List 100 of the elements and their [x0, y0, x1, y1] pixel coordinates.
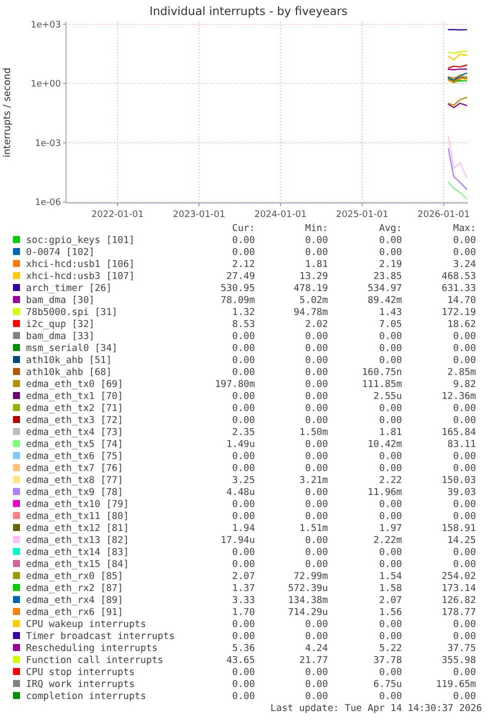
text: 0.00 [379, 559, 402, 570]
legend-label: i2c_qup [32] [26, 319, 95, 330]
text: 160.75n [362, 367, 402, 378]
text: 1.32 [232, 307, 255, 318]
text: 0.00 [305, 391, 328, 402]
text: 11.96m [368, 487, 402, 498]
text: 72.99m [294, 571, 328, 582]
legend-label: ath10k_ahb [51] [26, 355, 112, 366]
text: 0.00 [379, 331, 402, 342]
text: 1.51m [299, 523, 328, 534]
text: 1.58 [379, 583, 402, 594]
text: 0.00 [232, 559, 256, 570]
legend-label: ath10k_ahb [68] [26, 367, 112, 378]
text: 0.00 [305, 463, 328, 474]
text: 0.00 [379, 691, 402, 702]
legend-label: edma_eth_tx12 [81] [26, 523, 129, 534]
text: 0.00 [453, 403, 476, 414]
text: 3.24 [453, 259, 476, 270]
text: 165.84 [442, 427, 476, 438]
x-tick-label: 2025-01-01 [336, 210, 388, 220]
text: 0.00 [232, 631, 256, 642]
text: 0.00 [305, 511, 328, 522]
text: 0.00 [453, 667, 476, 678]
text: 0.00 [379, 247, 402, 258]
x-tick-label: 2026-01-01 [418, 210, 470, 220]
text: 111.85m [362, 379, 402, 390]
text: 6.75u [373, 679, 402, 690]
legend-label: arch_timer [26] [26, 283, 112, 294]
text: 0.00 [232, 235, 256, 246]
text: 534.97 [368, 283, 402, 294]
text: 0.00 [305, 415, 328, 426]
x-tick-label: 2022-01-01 [91, 210, 144, 220]
text: 1.49u [226, 439, 255, 450]
text: 0.00 [453, 331, 476, 342]
text: 0.00 [305, 403, 328, 414]
text: 2.85m [447, 367, 476, 378]
text: 0.00 [305, 547, 328, 558]
text: 0.00 [232, 667, 256, 678]
text: 0.00 [453, 247, 476, 258]
text: 2.35 [232, 427, 255, 438]
text: 0.00 [305, 535, 328, 546]
y-tick-label: 1e-06 [35, 198, 62, 208]
text: 0.00 [379, 415, 402, 426]
text: 0.00 [305, 559, 328, 570]
legend-label: 78b5000.spi [31] [26, 307, 118, 318]
text: Cur: [232, 223, 255, 234]
legend-label: IRQ work interrupts [26, 679, 135, 690]
legend-label: edma_eth_tx10 [79] [26, 499, 129, 510]
text: 0.00 [379, 547, 402, 558]
text: 0.00 [453, 631, 476, 642]
legend-label: edma_eth_tx11 [80] [26, 511, 129, 522]
text: 0.00 [232, 451, 256, 462]
text: 0.00 [305, 439, 328, 450]
y-tick-label: 1e+03 [30, 20, 61, 30]
text: 0.00 [305, 355, 328, 366]
text: 0.00 [305, 499, 328, 510]
text: 0.00 [453, 415, 476, 426]
text: 4.48u [226, 487, 255, 498]
text: 0.00 [453, 451, 476, 462]
legend-label: bam_dma [30] [26, 295, 95, 306]
text: 0.00 [453, 463, 476, 474]
legend-label: edma_eth_tx13 [82] [26, 535, 129, 546]
text: 1.43 [379, 307, 402, 318]
text: 39.03 [447, 487, 476, 498]
legend-label: Timer broadcast interrupts [26, 631, 175, 642]
text: 468.53 [442, 271, 476, 282]
text: 2.07 [232, 571, 255, 582]
text: 3.25 [232, 475, 255, 486]
text: 178.77 [442, 607, 476, 618]
text: 94.78m [294, 307, 328, 318]
text: 530.95 [220, 283, 255, 294]
text: 0.00 [379, 463, 402, 474]
legend-label: Rescheduling interrupts [26, 643, 158, 654]
text: 7.05 [379, 319, 402, 330]
legend-label: edma_eth_tx2 [71] [26, 403, 124, 414]
text: 0.00 [232, 463, 256, 474]
legend-label: completion interrupts [26, 691, 146, 702]
text: 0.00 [453, 619, 476, 630]
text: 21.77 [299, 655, 328, 666]
text: 4.24 [305, 643, 328, 654]
text: 119.65m [436, 679, 476, 690]
text: 2.02 [305, 319, 328, 330]
text: 0.00 [379, 619, 402, 630]
text: 173.14 [442, 583, 476, 594]
text: 2.22 [379, 475, 402, 486]
text: 0.00 [453, 355, 476, 366]
text: 0.00 [305, 235, 328, 246]
text: 2.55u [373, 391, 402, 402]
text: 1.81 [379, 427, 402, 438]
text: 0.00 [232, 415, 256, 426]
legend-label: msm_serial0 [34] [26, 343, 118, 354]
text: Min: [305, 223, 328, 234]
text: 197.80m [214, 379, 256, 390]
text: 254.02 [442, 571, 476, 582]
legend-label: edma_eth_rx2 [87] [26, 583, 124, 594]
text: 0.00 [232, 403, 256, 414]
text: 0.00 [305, 379, 328, 390]
text: 5.22 [379, 643, 402, 654]
text: 714.29u [288, 607, 328, 618]
text: 1.94 [232, 523, 256, 534]
